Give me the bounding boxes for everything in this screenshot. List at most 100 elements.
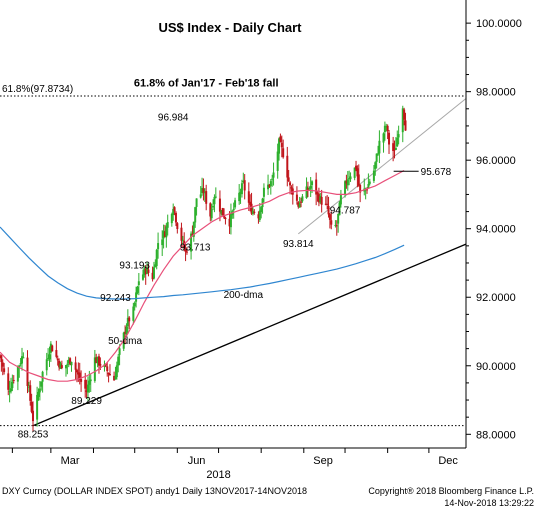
annotation-label: 94.787 — [330, 206, 361, 217]
candle-body — [305, 186, 308, 199]
candle-body — [240, 183, 243, 195]
candle-body — [74, 362, 77, 370]
candle-body — [107, 372, 110, 375]
annotation-label: 92.243 — [100, 293, 131, 304]
candle-body — [49, 343, 52, 353]
candle-body — [172, 208, 175, 215]
candle-body — [190, 233, 193, 252]
channel-trendline — [297, 98, 467, 235]
candle-body — [271, 178, 274, 180]
candle-body — [108, 374, 111, 376]
x-year-label: 2018 — [206, 469, 230, 481]
candle-body — [243, 180, 246, 191]
candle-body — [180, 227, 183, 241]
candle-body — [383, 125, 386, 133]
candle-body — [0, 355, 3, 363]
candle-body — [157, 243, 160, 250]
candle-body — [118, 348, 121, 355]
candle-body — [3, 368, 6, 372]
candle-body — [315, 179, 318, 195]
chart-area: 61.8%(97.8734) 61.8% of Jan'17 - Feb'18 f… — [0, 0, 522, 481]
candle-body — [143, 268, 146, 276]
candle-body — [147, 269, 150, 273]
candle-body — [278, 138, 281, 154]
candle-body — [388, 132, 391, 145]
annotation-label: 89.229 — [71, 396, 102, 407]
annotation-label: 93.814 — [283, 239, 314, 250]
candle-body — [344, 181, 347, 195]
candle-body — [162, 230, 165, 239]
candle-body — [126, 317, 129, 327]
candle-body — [64, 364, 67, 369]
candle-body — [261, 198, 264, 208]
candle-body — [327, 206, 330, 215]
candle-body — [282, 148, 285, 158]
candle-body — [173, 207, 176, 212]
y-tick-label: 96.0000 — [476, 155, 516, 167]
candle-body — [287, 177, 290, 182]
candle-body — [201, 187, 204, 194]
candle-body — [146, 268, 149, 274]
candle-body — [144, 268, 147, 275]
candle-body — [1, 362, 4, 367]
candle-body — [276, 151, 279, 171]
candle-body — [77, 372, 80, 375]
annotation-label: 61.8% of Jan'17 - Feb'18 fall — [134, 78, 279, 90]
ma50-line — [0, 169, 405, 382]
candle-body — [135, 292, 138, 302]
candle-body — [324, 203, 327, 205]
candle-body — [268, 184, 271, 187]
candle-body — [106, 366, 109, 372]
candle-body — [8, 391, 11, 393]
candle-body — [137, 281, 140, 286]
candle-body — [174, 212, 177, 223]
candle-body — [80, 379, 83, 382]
candle-body — [214, 196, 217, 198]
candle-body — [75, 370, 78, 373]
candle-body — [48, 354, 51, 360]
candle-body — [195, 198, 198, 207]
candle-body — [117, 356, 120, 366]
candle-body — [335, 225, 338, 227]
candle-body — [60, 365, 63, 369]
candle-body — [289, 182, 292, 186]
candle-body — [66, 363, 69, 365]
candle-body — [349, 176, 352, 180]
candle-body — [202, 188, 205, 193]
candle-body — [152, 267, 155, 279]
candle-body — [257, 214, 260, 219]
x-tick-label: Dec — [438, 455, 458, 467]
candle-body — [11, 381, 14, 389]
candle-body — [353, 167, 356, 178]
candle-body — [161, 239, 164, 246]
candle-body — [58, 360, 61, 368]
annotation-label: 93.713 — [180, 243, 211, 254]
candle-body — [124, 331, 127, 334]
candle-body — [229, 213, 232, 228]
candle-body — [317, 194, 320, 203]
ma200-line — [0, 226, 405, 300]
candle-body — [316, 192, 319, 194]
candle-body — [242, 181, 245, 183]
candle-body — [9, 388, 12, 392]
candle-body — [212, 206, 215, 208]
candle-body — [93, 357, 96, 381]
candle-body — [239, 192, 242, 194]
candle-body — [224, 217, 227, 220]
candle-body — [56, 358, 59, 361]
candle-body — [205, 191, 208, 204]
candle-body — [184, 248, 187, 252]
annotation-label: 93.193 — [119, 260, 150, 271]
candle-body — [397, 134, 400, 138]
x-tick-label: Jun — [188, 455, 206, 467]
candle-body — [301, 196, 304, 202]
candle-body — [29, 385, 32, 401]
candle-body — [253, 211, 256, 213]
candle-body — [20, 356, 23, 364]
candle-body — [132, 306, 135, 321]
footer-security-description: DXY Curncy (DOLLAR INDEX SPOT) andy1 Dai… — [2, 486, 307, 496]
candle-body — [260, 207, 263, 212]
candle-body — [84, 379, 87, 389]
candle-body — [203, 192, 206, 194]
candle-body — [345, 180, 348, 184]
